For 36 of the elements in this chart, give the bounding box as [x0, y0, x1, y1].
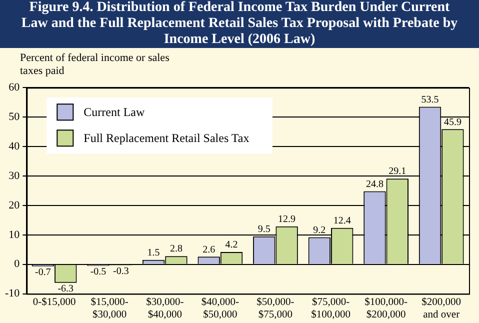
- data-label: 29.1: [388, 166, 406, 178]
- data-label: 12.4: [333, 215, 351, 226]
- data-label: 45.9: [444, 116, 462, 128]
- data-label: 4.2: [225, 240, 238, 251]
- y-tick-label: -10: [4, 288, 20, 300]
- x-tick-label: $200,000 and over: [422, 296, 462, 320]
- chart-title: Figure 9.4. Distribution of Federal Income Tax Burden Under Current Law and the Full Replacement Retail Sales Tax Proposal with Prebate by Income Level (2006 Law): [0, 0, 479, 48]
- y-tick-label: 30: [8, 170, 20, 182]
- data-label: -0.7: [35, 267, 51, 278]
- legend-label: Current Law: [84, 104, 145, 119]
- y-tick-label: 60: [8, 81, 20, 94]
- legend-label: Full Replacement Retail Sales Tax: [84, 130, 250, 145]
- x-tick-label: $100,000-$200,000: [364, 296, 408, 320]
- data-label: 2.6: [202, 244, 216, 256]
- data-label: 1.5: [147, 248, 160, 259]
- x-tick-label: $30,000-$40,000: [146, 296, 184, 320]
- y-tick-label: 40: [8, 140, 20, 152]
- y-tick-label: 10: [8, 228, 20, 241]
- data-label: 24.8: [366, 178, 384, 190]
- data-label: 53.5: [421, 94, 439, 106]
- y-tick-label: 50: [8, 110, 20, 123]
- data-label: -6.3: [58, 284, 74, 295]
- data-label: 2.8: [170, 244, 182, 255]
- data-label: 9.5: [258, 224, 270, 235]
- x-tick-label: $15,000-$30,000: [90, 296, 129, 320]
- y-tick-label: 0: [14, 258, 20, 270]
- x-tick-label: $40,000-$50,000: [201, 296, 240, 320]
- x-tick-label: 0-$15,000: [32, 296, 76, 308]
- y-axis-title: Percent of federal income or sales taxes paid: [19, 51, 170, 78]
- data-label: 9.2: [313, 224, 326, 236]
- data-label: 12.9: [278, 214, 296, 225]
- data-label: -0.3: [113, 266, 129, 277]
- x-tick-label: $50,000-$75,000: [256, 296, 295, 320]
- data-label: -0.5: [90, 266, 106, 278]
- x-tick-label: $75,000-$100,000: [311, 296, 350, 320]
- y-tick-label: 20: [8, 199, 20, 212]
